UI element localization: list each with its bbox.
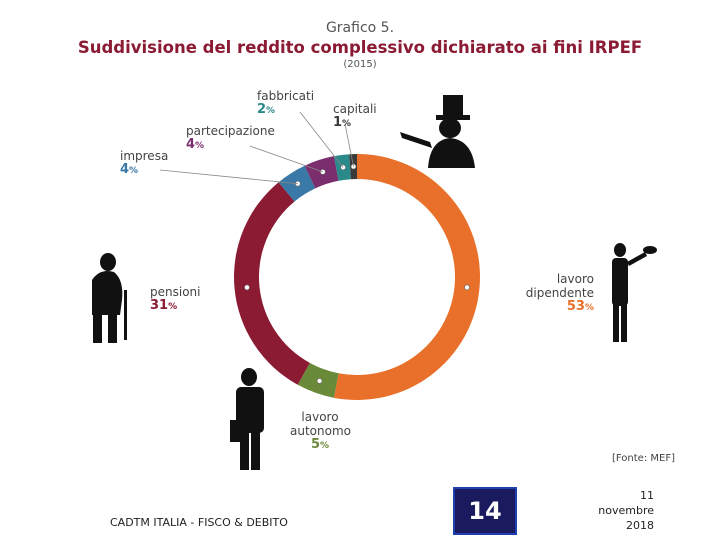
slice-label-lavoro-dipendente: lavoro dipendente 53% bbox=[525, 272, 594, 314]
slice-label-fabbricati: fabbricati 2% bbox=[257, 89, 315, 117]
leader-line bbox=[249, 145, 323, 173]
chart-title: Suddivisione del reddito complessivo dic… bbox=[77, 38, 643, 57]
slice-label-partecipazione: partecipazione 4% bbox=[186, 124, 275, 152]
chart-kicker: Grafico 5. bbox=[325, 20, 395, 36]
leader-line bbox=[344, 123, 354, 167]
slice-pensioni bbox=[234, 182, 310, 385]
slice-label-lavoro-autonomo: lavoro autonomo 5% bbox=[290, 410, 351, 452]
date-month: novembre bbox=[598, 504, 654, 517]
date-year: 2018 bbox=[626, 519, 654, 532]
chart-subtitle: (2015) bbox=[343, 59, 377, 70]
footer-date: 11 novembre 2018 bbox=[590, 488, 654, 533]
slice-label-impresa: impresa 4% bbox=[120, 149, 169, 177]
self-employed-silhouette-icon bbox=[230, 368, 264, 470]
capitalist-silhouette-icon bbox=[400, 95, 475, 168]
slice-marker bbox=[464, 284, 470, 291]
worker-silhouette-icon bbox=[612, 243, 657, 342]
leader-line bbox=[299, 111, 344, 168]
date-day: 11 bbox=[640, 489, 654, 502]
slice-lavoro-dipendente bbox=[333, 154, 481, 400]
slice-label-capitali: capitali 1% bbox=[333, 102, 377, 130]
footer-left-text: CADTM ITALIA - FISCO & DEBITO bbox=[110, 516, 288, 529]
slice-marker bbox=[316, 378, 323, 384]
slice-label-pensioni: pensioni 31% bbox=[150, 285, 201, 313]
page-number: 14 bbox=[453, 487, 517, 535]
pensioner-silhouette-icon bbox=[92, 253, 127, 343]
slice-marker bbox=[244, 284, 250, 291]
leader-line bbox=[159, 169, 298, 185]
source-note: [Fonte: MEF] bbox=[612, 453, 675, 464]
